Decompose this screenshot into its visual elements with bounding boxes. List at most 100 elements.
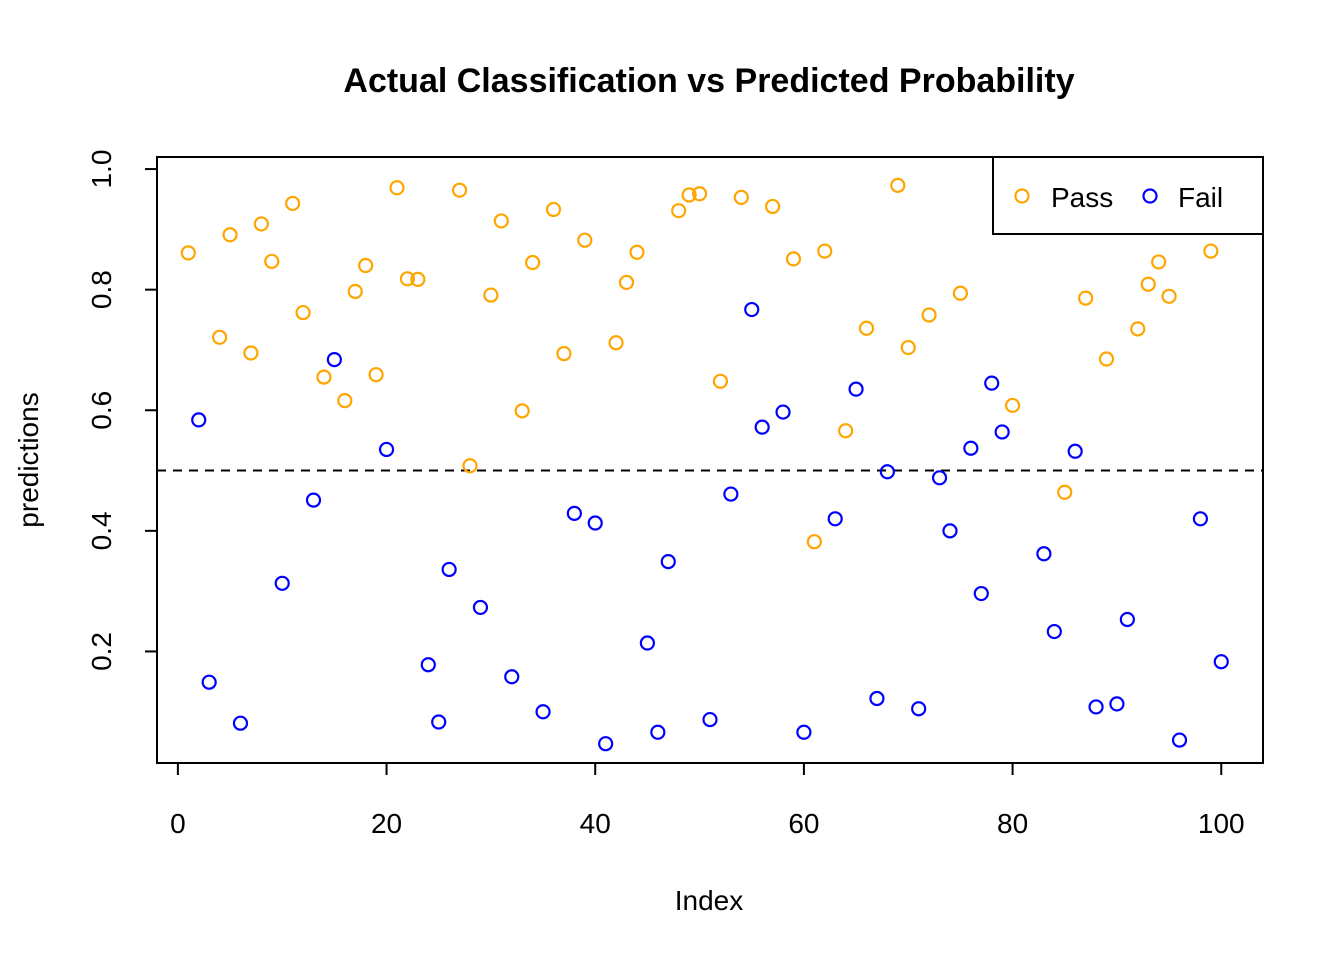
x-tick-label: 60 — [788, 808, 819, 839]
point-fail — [431, 714, 447, 730]
point-pass — [253, 216, 269, 232]
point-pass — [890, 177, 906, 193]
point-pass — [389, 180, 405, 196]
point-pass — [462, 458, 478, 474]
point-fail — [848, 381, 864, 397]
point-fail — [660, 554, 676, 570]
point-pass — [285, 195, 301, 212]
legend: Pass Fail — [992, 156, 1264, 235]
point-fail — [984, 375, 1000, 391]
point-pass — [222, 227, 238, 243]
plot-frame — [156, 156, 1264, 764]
point-pass — [765, 198, 781, 215]
point-fail — [441, 561, 457, 578]
x-axis: 0 20 40 60 80 100 — [170, 762, 1245, 839]
point-pass — [838, 423, 854, 439]
point-pass — [952, 285, 969, 301]
point-fail — [869, 690, 885, 707]
point-fail — [931, 470, 948, 486]
point-fail — [639, 635, 655, 651]
point-fail — [326, 352, 342, 368]
point-fail — [994, 424, 1010, 440]
point-fail — [775, 404, 791, 420]
point-pass — [295, 304, 311, 321]
point-pass — [347, 283, 363, 300]
point-fail — [1067, 443, 1083, 459]
point-pass — [608, 335, 624, 351]
point-pass — [451, 182, 468, 198]
y-tick-label: 0.6 — [86, 391, 117, 430]
point-fail — [650, 724, 666, 740]
point-fail — [274, 575, 290, 591]
point-fail — [305, 492, 322, 508]
y-tick-label: 0.2 — [86, 632, 117, 671]
point-pass — [712, 373, 729, 389]
point-fail — [378, 441, 395, 458]
legend-box — [992, 156, 1264, 235]
point-pass — [806, 534, 822, 550]
point-fail — [1109, 696, 1125, 712]
point-pass — [1151, 254, 1167, 270]
point-fail — [598, 736, 614, 752]
x-tick-label: 20 — [371, 808, 402, 839]
point-fail — [963, 440, 979, 456]
point-pass — [243, 345, 259, 361]
point-pass — [368, 367, 384, 383]
point-fail — [1171, 732, 1188, 748]
point-pass — [493, 213, 509, 229]
point-pass — [681, 187, 697, 203]
point-pass — [514, 403, 530, 419]
point-pass — [1161, 288, 1177, 304]
x-tick-label: 40 — [580, 808, 611, 839]
point-fail — [702, 711, 718, 728]
chart-title: Actual Classification vs Predicted Proba… — [343, 62, 1074, 100]
point-fail — [1046, 623, 1062, 640]
point-pass — [900, 339, 916, 356]
point-pass — [858, 320, 875, 336]
point-pass — [1203, 243, 1219, 259]
point-pass — [691, 186, 708, 202]
point-pass — [1078, 290, 1094, 306]
point-fail — [744, 301, 760, 318]
point-fail — [1036, 546, 1052, 562]
y-axis-label: predictions — [13, 392, 44, 527]
point-fail — [1088, 699, 1104, 715]
point-pass — [1057, 484, 1073, 500]
y-axis: 0.2 0.4 0.6 0.8 1.0 — [86, 150, 158, 671]
point-pass — [1130, 321, 1146, 337]
point-fail — [232, 715, 249, 731]
point-pass — [1140, 276, 1156, 292]
point-pass — [618, 274, 635, 291]
point-fail — [504, 669, 520, 685]
point-fail — [827, 511, 843, 527]
point-fail — [754, 419, 770, 435]
point-pass — [629, 244, 645, 260]
point-fail — [942, 523, 958, 539]
legend-fail-marker — [1142, 188, 1158, 204]
x-tick-label: 100 — [1198, 808, 1245, 839]
point-pass — [264, 253, 280, 269]
x-tick-label: 0 — [170, 808, 186, 839]
point-pass — [577, 232, 593, 248]
y-tick-label: 0.4 — [86, 511, 117, 550]
point-fail — [796, 724, 812, 740]
point-fail — [472, 599, 489, 616]
point-fail — [1119, 611, 1135, 628]
point-fail — [201, 674, 217, 690]
point-pass — [785, 251, 802, 267]
x-axis-label: Index — [675, 885, 744, 916]
point-fail — [420, 657, 436, 673]
legend-pass-label: Pass — [1051, 182, 1113, 213]
point-pass — [212, 329, 228, 345]
point-pass — [817, 243, 833, 259]
point-fail — [566, 505, 582, 521]
y-tick-label: 0.8 — [86, 270, 117, 309]
point-pass — [671, 203, 687, 219]
point-pass — [1004, 397, 1021, 414]
point-pass — [399, 271, 416, 287]
point-pass — [316, 369, 332, 385]
point-pass — [556, 345, 572, 362]
point-fail — [973, 585, 989, 602]
point-pass — [483, 287, 499, 303]
